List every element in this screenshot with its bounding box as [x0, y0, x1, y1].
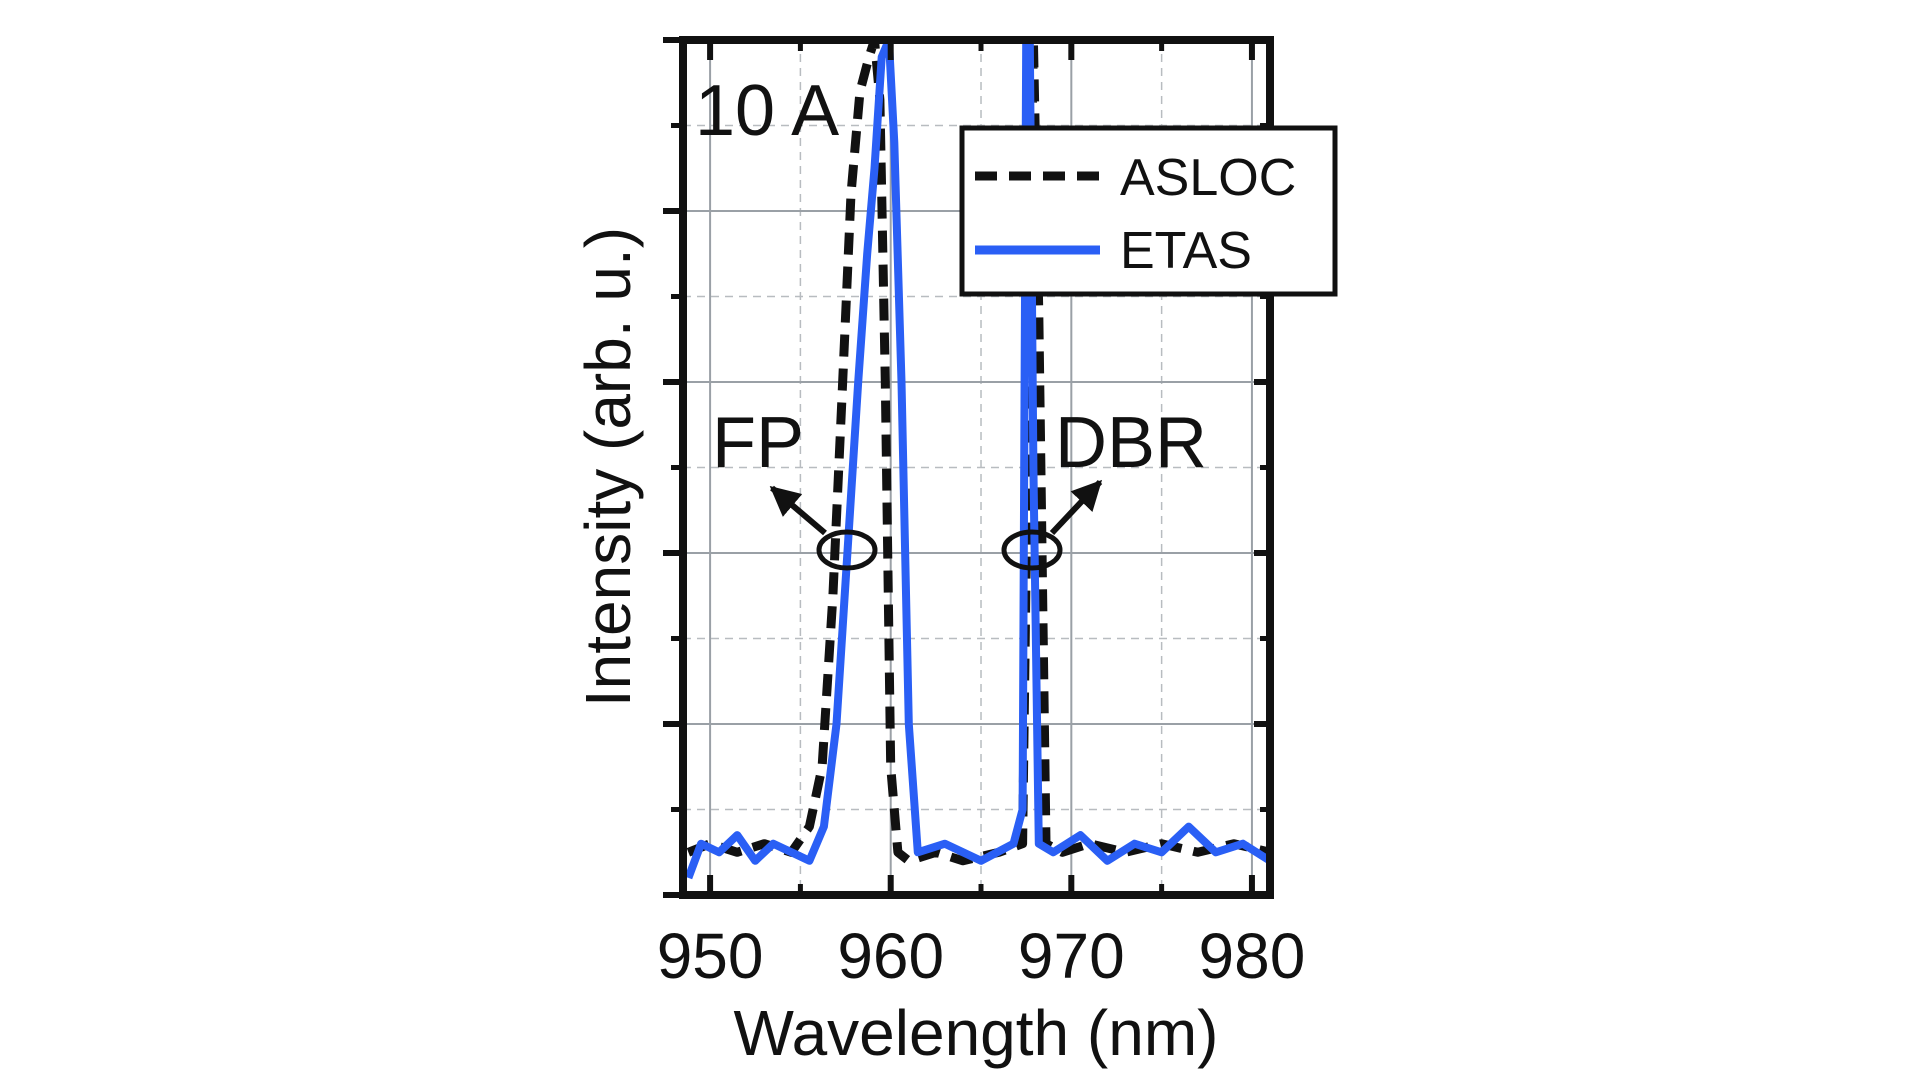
- legend-box: [959, 125, 1338, 297]
- fp-arrow: [769, 485, 827, 536]
- series-line-asloc: [686, 40, 1270, 866]
- dbr-marker-ellipse: [1001, 529, 1063, 571]
- y-axis-title: Intensity (arb. u.): [572, 227, 644, 707]
- series-layer: [684, 40, 1270, 880]
- x-tick-labels: 950 960 970 980: [657, 920, 1306, 992]
- x-axis-title: Wavelength (nm): [734, 997, 1219, 1069]
- legend-label-asloc: ASLOC: [1120, 149, 1296, 207]
- x-tick-label: 950: [657, 920, 764, 992]
- x-tick-label: 980: [1199, 920, 1306, 992]
- axis-ticks: [663, 37, 1270, 898]
- fp-marker-ellipse: [816, 529, 878, 571]
- x-tick-label: 970: [1018, 920, 1125, 992]
- dbr-arrow: [1049, 479, 1103, 536]
- series-line-etas: [684, 40, 1270, 880]
- dbr-annotation: DBR: [1055, 403, 1207, 483]
- legend-label-etas: ETAS: [1120, 222, 1252, 280]
- fp-annotation: FP: [712, 403, 804, 483]
- current-annotation: 10 A: [695, 71, 839, 151]
- x-tick-label: 960: [837, 920, 944, 992]
- legend: ASLOC ETAS: [959, 125, 1338, 297]
